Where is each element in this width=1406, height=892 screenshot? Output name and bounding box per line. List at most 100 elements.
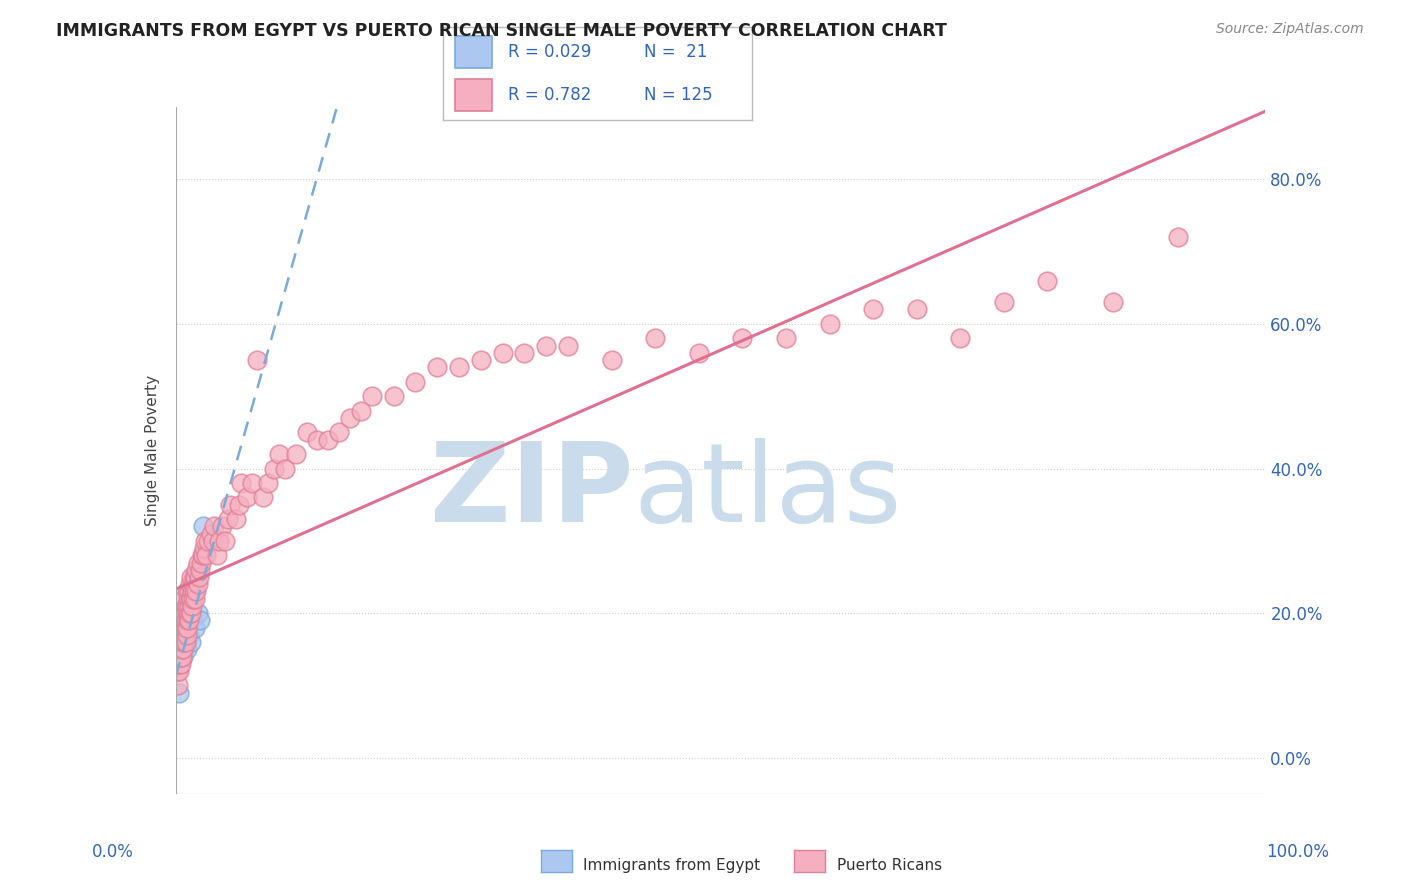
Point xyxy=(172,635,194,649)
Point xyxy=(1102,295,1125,310)
Point xyxy=(252,491,274,505)
Point xyxy=(172,606,194,620)
Point xyxy=(197,533,219,548)
Point xyxy=(993,295,1015,310)
Point xyxy=(186,577,209,591)
Point xyxy=(167,686,190,700)
Point xyxy=(295,425,318,440)
Point xyxy=(167,657,190,671)
Point xyxy=(211,519,233,533)
Point xyxy=(172,628,194,642)
Point xyxy=(557,338,579,352)
Text: Puerto Ricans: Puerto Ricans xyxy=(837,858,942,872)
Point xyxy=(201,533,224,548)
Point xyxy=(235,491,257,505)
Point xyxy=(184,570,207,584)
Point xyxy=(186,556,209,570)
Point xyxy=(949,331,972,345)
Point xyxy=(172,635,194,649)
Point xyxy=(170,657,193,671)
Point xyxy=(187,570,209,584)
Point xyxy=(513,346,536,360)
Point xyxy=(231,475,253,490)
Point xyxy=(173,591,195,606)
Point xyxy=(274,461,297,475)
Point xyxy=(172,642,194,657)
Point xyxy=(179,606,201,620)
FancyBboxPatch shape xyxy=(456,36,492,68)
Point xyxy=(183,570,205,584)
Point xyxy=(170,621,193,635)
Point xyxy=(173,642,195,657)
Point xyxy=(170,649,193,664)
Point xyxy=(240,475,263,490)
Point xyxy=(228,498,250,512)
Point xyxy=(905,302,928,317)
Point xyxy=(186,584,208,599)
Point xyxy=(188,613,211,627)
Point xyxy=(172,635,194,649)
Point xyxy=(246,353,269,368)
Point xyxy=(426,360,449,375)
Point xyxy=(174,599,197,613)
Point xyxy=(177,584,200,599)
Point xyxy=(200,526,222,541)
Text: 100.0%: 100.0% xyxy=(1265,843,1329,861)
Point xyxy=(170,635,193,649)
Point xyxy=(172,606,194,620)
Text: IMMIGRANTS FROM EGYPT VS PUERTO RICAN SINGLE MALE POVERTY CORRELATION CHART: IMMIGRANTS FROM EGYPT VS PUERTO RICAN SI… xyxy=(56,22,948,40)
Point xyxy=(225,512,247,526)
Point xyxy=(170,635,193,649)
Point xyxy=(180,635,202,649)
Point xyxy=(174,621,197,635)
Point xyxy=(184,621,207,635)
Point xyxy=(181,577,204,591)
Point xyxy=(172,649,194,664)
Point xyxy=(176,642,198,657)
Point xyxy=(382,389,405,403)
Point xyxy=(350,403,373,417)
Point xyxy=(173,635,195,649)
Point xyxy=(257,475,280,490)
Point xyxy=(202,519,225,533)
Point xyxy=(167,678,190,692)
Text: R = 0.029: R = 0.029 xyxy=(508,43,591,61)
Point xyxy=(170,642,193,657)
Point xyxy=(177,628,200,642)
Point xyxy=(173,628,195,642)
Point xyxy=(193,541,215,555)
Point xyxy=(600,353,623,368)
Point xyxy=(176,599,198,613)
Point xyxy=(186,606,209,620)
Point xyxy=(177,613,200,627)
Point xyxy=(167,642,190,657)
Text: R = 0.782: R = 0.782 xyxy=(508,87,591,104)
Point xyxy=(191,519,214,533)
Point xyxy=(167,664,190,678)
Point xyxy=(1167,230,1189,244)
Point xyxy=(169,642,191,657)
Text: Source: ZipAtlas.com: Source: ZipAtlas.com xyxy=(1216,22,1364,37)
Point xyxy=(190,556,212,570)
Point xyxy=(184,591,207,606)
Point xyxy=(181,613,204,627)
Point xyxy=(339,411,361,425)
Point xyxy=(180,570,202,584)
Point xyxy=(205,549,228,563)
Point xyxy=(174,635,197,649)
Point xyxy=(188,563,211,577)
Point xyxy=(447,360,470,375)
Point xyxy=(263,461,285,475)
Point xyxy=(191,549,214,563)
Text: atlas: atlas xyxy=(633,438,901,545)
Point xyxy=(176,621,198,635)
Point xyxy=(284,447,307,461)
Point xyxy=(169,642,191,657)
Point xyxy=(1036,274,1059,288)
Point xyxy=(181,584,204,599)
Point xyxy=(177,591,200,606)
Point xyxy=(307,433,329,447)
Point xyxy=(172,621,194,635)
Point xyxy=(862,302,884,317)
Point xyxy=(181,599,204,613)
